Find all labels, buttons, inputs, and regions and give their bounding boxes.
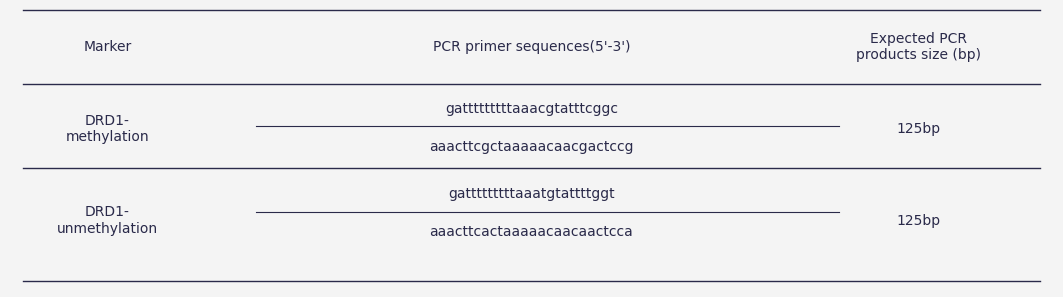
Text: Expected PCR
products size (bp): Expected PCR products size (bp): [856, 32, 981, 62]
Text: gatttttttttaaacgtatttcggc: gatttttttttaaacgtatttcggc: [445, 102, 618, 116]
Text: DRD1-
methylation: DRD1- methylation: [66, 114, 149, 144]
Text: PCR primer sequences(5'-3'): PCR primer sequences(5'-3'): [433, 40, 630, 54]
Text: 125bp: 125bp: [896, 122, 941, 136]
Text: gatttttttttaaatgtattttggt: gatttttttttaaatgtattttggt: [449, 187, 614, 201]
Text: 125bp: 125bp: [896, 214, 941, 228]
Text: aaacttcgctaaaaacaacgactccg: aaacttcgctaaaaacaacgactccg: [429, 140, 634, 154]
Text: Marker: Marker: [83, 40, 132, 54]
Text: aaacttcactaaaaacaacaactcca: aaacttcactaaaaacaacaactcca: [429, 225, 634, 239]
Text: DRD1-
unmethylation: DRD1- unmethylation: [56, 206, 158, 236]
